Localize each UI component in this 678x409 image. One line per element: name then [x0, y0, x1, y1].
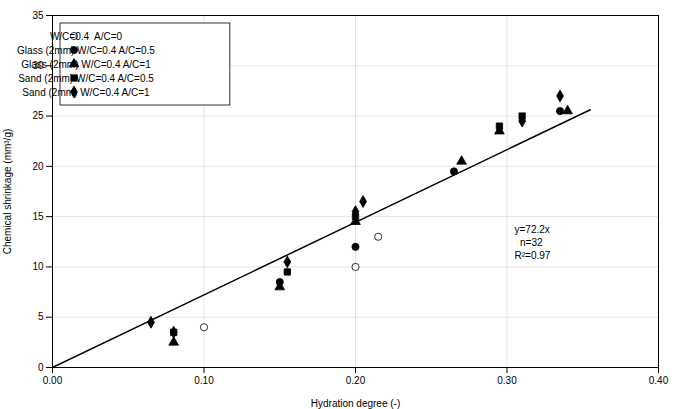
- svg-text:0.20: 0.20: [346, 375, 366, 386]
- svg-text:Sand (2mm) W/C=0.4 A/C=0.5: Sand (2mm) W/C=0.4 A/C=0.5: [18, 73, 154, 84]
- svg-text:0: 0: [38, 362, 44, 373]
- svg-text:0.10: 0.10: [194, 375, 214, 386]
- svg-text:Glass (2mm) W/C=0.4 A/C=1: Glass (2mm) W/C=0.4 A/C=1: [21, 59, 151, 70]
- svg-text:Glass (2mm) W/C=0.4 A/C=0.5: Glass (2mm) W/C=0.4 A/C=0.5: [17, 45, 155, 56]
- svg-text:0.30: 0.30: [497, 375, 517, 386]
- svg-text:W/C=0.4 A/C=0: W/C=0.4 A/C=0: [50, 31, 123, 42]
- svg-text:y=72.2x n=32R²=0.97: y=72.2x n=32R²=0.97: [515, 224, 551, 261]
- svg-text:35: 35: [32, 10, 44, 21]
- svg-text:Hydration degree (-): Hydration degree (-): [311, 398, 400, 409]
- svg-text:0.00: 0.00: [43, 375, 63, 386]
- svg-text:Sand (2mm) W/C=0.4 A/C=1: Sand (2mm) W/C=0.4 A/C=1: [22, 87, 150, 98]
- svg-text:25: 25: [32, 110, 44, 121]
- svg-text:20: 20: [32, 161, 44, 172]
- svg-text:0.40: 0.40: [649, 375, 669, 386]
- svg-text:15: 15: [32, 211, 44, 222]
- svg-text:5: 5: [38, 311, 44, 322]
- svg-text:Chemical shrinkage (mm³/g): Chemical shrinkage (mm³/g): [2, 129, 13, 255]
- svg-text:10: 10: [32, 261, 44, 272]
